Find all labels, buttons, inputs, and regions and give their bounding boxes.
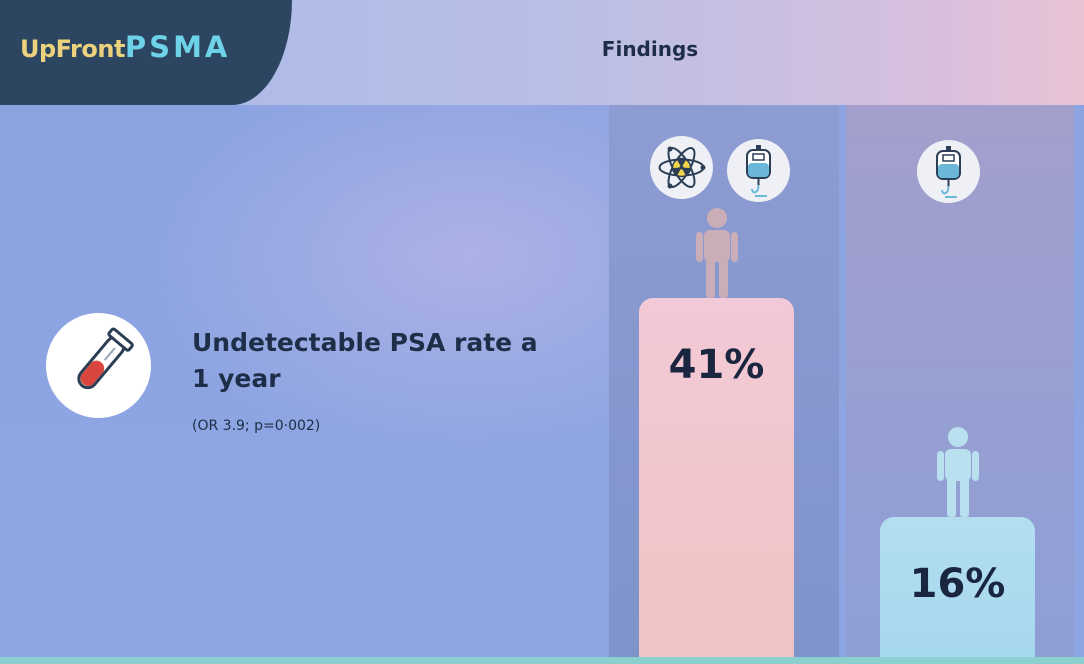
upfront-psma-logo: UpFrontPSMA [20,30,231,64]
bottom-strip [0,657,1084,664]
bar-2 [880,517,1035,657]
logo-panel: UpFrontPSMA [0,0,292,105]
person-icon [695,208,738,299]
bar-1 [639,298,794,657]
iv-bag-icon [727,139,790,202]
metric-title: Undetectable PSA rate a 1 year [192,328,538,393]
iv-bag-icon [917,140,980,203]
person-icon [936,427,979,517]
bar-value-label-1: 41% [668,342,765,389]
page-title: Findings [601,37,699,61]
bar-value-label-2: 16% [909,561,1006,607]
metric-statistics: (OR 3.9; p=0·002) [192,418,321,434]
test-tube-icon [46,313,151,418]
atom-radiation-icon [650,136,713,199]
